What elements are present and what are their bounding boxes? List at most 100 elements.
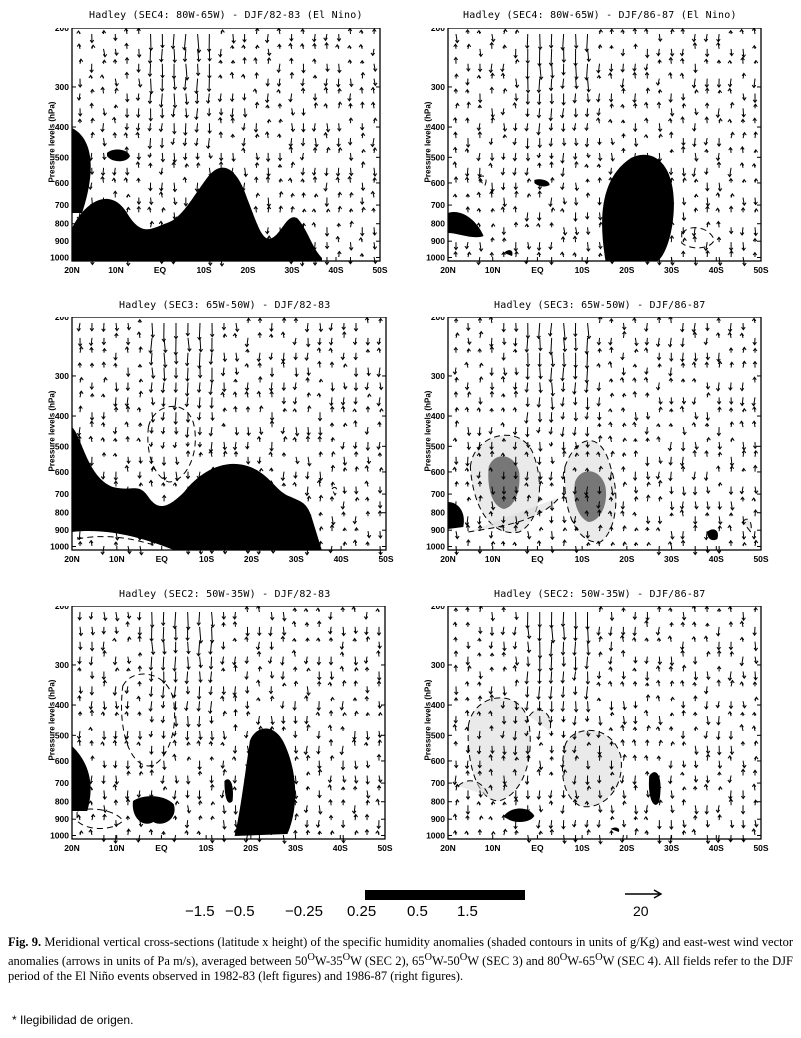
wind-vector-field <box>452 28 759 267</box>
source-note: * Ilegibilidad de origen. <box>12 1013 134 1027</box>
x-tick-label: 20N <box>440 265 456 275</box>
y-tick-label: 800 <box>431 508 445 518</box>
humidity-anomaly-contour <box>561 729 622 808</box>
x-tick-label: 10S <box>575 265 590 275</box>
y-tick-label: 900 <box>55 236 69 246</box>
humidity-anomaly-region <box>72 427 322 550</box>
y-tick-label: 400 <box>55 122 69 132</box>
figure-caption: Fig. 9. Meridional vertical cross-sectio… <box>8 935 793 984</box>
y-tick-label: 700 <box>55 778 69 788</box>
y-tick-label: 400 <box>55 700 69 710</box>
humidity-anomaly-region <box>503 808 535 822</box>
scale-label: 0.5 <box>407 903 428 920</box>
humidity-anomaly-region <box>448 502 464 529</box>
x-tick-label: 20S <box>243 843 258 853</box>
x-tick-label: 10S <box>575 843 590 853</box>
humidity-anomaly-region <box>602 154 674 261</box>
y-tick-label: 300 <box>431 82 445 92</box>
humidity-anomaly-region <box>234 728 296 836</box>
x-tick-label: 10S <box>196 265 211 275</box>
x-tick-label: 20S <box>619 554 634 564</box>
y-tick-label: 200 <box>55 28 69 33</box>
x-tick-label: 10N <box>485 843 501 853</box>
y-tick-label: 1000 <box>50 253 69 263</box>
y-tick-label: 500 <box>55 152 69 162</box>
humidity-anomaly-contour <box>121 673 176 767</box>
panel-title: Hadley (SEC3: 65W-50W) - DJF/82-83 <box>119 300 331 311</box>
x-tick-label: 20N <box>440 554 456 564</box>
humidity-anomaly-region <box>224 779 233 803</box>
x-tick-label: 40S <box>334 554 349 564</box>
y-tick-label: 700 <box>55 200 69 210</box>
y-tick-label: 1000 <box>426 253 445 263</box>
humidity-anomaly-contour <box>564 440 617 543</box>
reference-arrow-head-icon <box>653 889 663 899</box>
y-tick-label: 300 <box>55 371 69 381</box>
x-tick-label: EQ <box>531 554 544 564</box>
y-tick-label: 900 <box>55 525 69 535</box>
x-tick-label: EQ <box>531 265 544 275</box>
y-tick-label: 800 <box>55 797 69 807</box>
x-tick-label: 10N <box>109 843 125 853</box>
scale-label: 1.5 <box>457 903 478 920</box>
x-tick-label: 50S <box>753 265 768 275</box>
x-tick-label: 20N <box>440 843 456 853</box>
cross-section-plot: 200 300 400 500 600 700 800 900 1000 20N 10N EQ 10S 2… <box>50 317 394 564</box>
x-tick-label: 20N <box>64 265 80 275</box>
cross-section-plot: 200 300 400 500 600 700 800 900 1000 20N 10N EQ 10S 2… <box>50 606 393 853</box>
x-tick-label: 20N <box>64 554 80 564</box>
x-tick-label: 30S <box>289 554 304 564</box>
y-tick-label: 500 <box>431 441 445 451</box>
wind-vector-field <box>76 28 378 267</box>
humidity-anomaly-contour <box>469 434 540 534</box>
x-tick-label: 50S <box>753 843 768 853</box>
y-tick-label: 300 <box>55 660 69 670</box>
y-tick-label: 600 <box>431 467 445 477</box>
y-tick-label: 900 <box>431 525 445 535</box>
y-tick-label: 600 <box>431 756 445 766</box>
x-tick-label: 20S <box>619 843 634 853</box>
y-tick-label: 400 <box>431 411 445 421</box>
y-tick-label: 200 <box>431 28 445 33</box>
y-tick-label: 300 <box>431 371 445 381</box>
x-tick-label: 10N <box>108 265 124 275</box>
x-tick-label: 50S <box>377 843 392 853</box>
plot-frame <box>447 317 762 551</box>
wind-vector-field <box>452 317 759 556</box>
x-tick-label: 10S <box>199 554 214 564</box>
x-tick-label: EQ <box>155 843 168 853</box>
plot-frame <box>71 606 386 840</box>
y-tick-label: 1000 <box>50 542 69 552</box>
y-tick-label: 600 <box>55 756 69 766</box>
y-tick-label: 400 <box>431 122 445 132</box>
y-tick-label: 700 <box>431 200 445 210</box>
humidity-anomaly-contour <box>467 697 531 802</box>
y-tick-label: 500 <box>55 730 69 740</box>
wind-vector-field <box>452 606 759 845</box>
y-tick-label: 800 <box>55 508 69 518</box>
humidity-anomaly-region <box>448 212 484 238</box>
humidity-anomaly-region <box>610 827 620 832</box>
y-tick-label: 700 <box>431 489 445 499</box>
x-tick-label: 40S <box>709 265 724 275</box>
y-tick-label: 500 <box>55 441 69 451</box>
x-tick-label: 20N <box>64 843 80 853</box>
y-tick-label: 900 <box>431 236 445 246</box>
humidity-anomaly-region <box>132 796 175 824</box>
humidity-anomaly-contour <box>457 780 490 797</box>
x-tick-label: EQ <box>154 265 167 275</box>
humidity-anomaly-region <box>72 167 322 261</box>
cross-section-plot: 200 300 400 500 600 700 800 900 1000 20N 10N EQ 10S 2… <box>426 28 769 275</box>
humidity-anomaly-contour <box>681 227 715 249</box>
y-tick-label: 500 <box>431 730 445 740</box>
y-tick-label: 400 <box>55 411 69 421</box>
y-tick-label: 700 <box>55 489 69 499</box>
x-tick-label: 30S <box>664 554 679 564</box>
y-tick-label: 800 <box>431 797 445 807</box>
plot-frame <box>71 317 387 551</box>
x-tick-label: 40S <box>328 265 343 275</box>
x-tick-label: 30S <box>664 843 679 853</box>
humidity-anomaly-contour <box>331 486 338 496</box>
x-tick-label: 10S <box>199 843 214 853</box>
y-tick-label: 800 <box>55 219 69 229</box>
